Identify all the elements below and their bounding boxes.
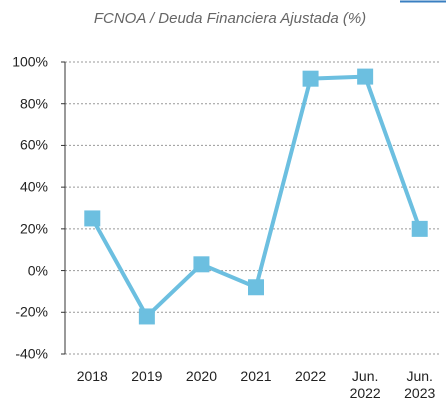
x-tick-label: Jun. 2023 — [404, 368, 436, 401]
y-tick-label: 80% — [19, 95, 48, 112]
y-tick-label: 100% — [12, 53, 48, 70]
point-marker — [138, 308, 155, 325]
x-tick-label: 2019 — [131, 368, 163, 384]
x-tick-label: 2018 — [76, 368, 108, 384]
point-marker — [84, 210, 101, 227]
point-marker — [248, 279, 264, 296]
chart-title: FCNOA / Deuda Financiera Ajustada (%) — [93, 10, 367, 27]
x-tick-label: 2021 — [240, 368, 272, 384]
y-tick-label: -40% — [15, 345, 48, 362]
point-marker — [357, 68, 374, 85]
point-marker — [193, 256, 210, 273]
x-tick-label: 2022 — [294, 368, 327, 384]
y-tick-label: -20% — [15, 303, 48, 320]
y-tick-label: 0% — [27, 262, 48, 279]
y-tick-label: 40% — [19, 178, 48, 195]
point-marker — [411, 220, 428, 237]
y-tick-label: 20% — [19, 220, 48, 237]
x-tick-label: 2020 — [185, 368, 217, 384]
point-marker — [302, 70, 319, 87]
y-tick-label: 60% — [19, 136, 48, 153]
x-tick-label: Jun. 2022 — [349, 368, 381, 401]
